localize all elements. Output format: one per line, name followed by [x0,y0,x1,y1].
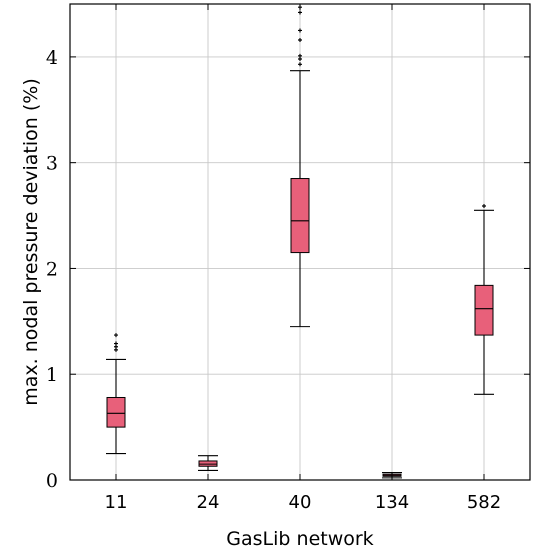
box-iqr [474,284,494,336]
outlier-point [298,28,302,33]
x-tick-label: 40 [289,492,312,513]
box-iqr [290,178,310,254]
outlier-point [298,62,302,67]
x-tick-label: 11 [105,492,128,513]
box-iqr [106,396,126,428]
outlier-point [482,204,486,209]
x-axis-label: GasLib network [226,528,373,550]
x-tick-label: 24 [197,492,220,513]
y-tick-label: 2 [46,258,58,280]
y-tick-label: 0 [46,470,58,492]
outlier-point [298,53,302,58]
x-tick-labels: 11 24 40 134 582 [105,492,502,513]
y-axis-label: max. nodal pressure deviation (%) [20,78,42,406]
x-tick-label: 134 [375,492,409,513]
y-tick-labels: 0 1 2 3 4 [46,47,58,492]
outlier-point [298,10,302,15]
box-582 [474,204,494,395]
y-tick-label: 3 [46,153,58,175]
x-tick-label: 582 [467,492,501,513]
outlier-point [114,341,118,346]
axis-ticks [70,4,530,481]
box-40 [290,5,310,328]
box-series [106,5,494,479]
outlier-point [298,37,302,42]
box-24 [198,455,218,472]
y-tick-label: 1 [46,364,58,386]
y-tick-label: 4 [46,47,58,69]
box-11 [106,333,126,455]
outlier-point [114,333,118,338]
